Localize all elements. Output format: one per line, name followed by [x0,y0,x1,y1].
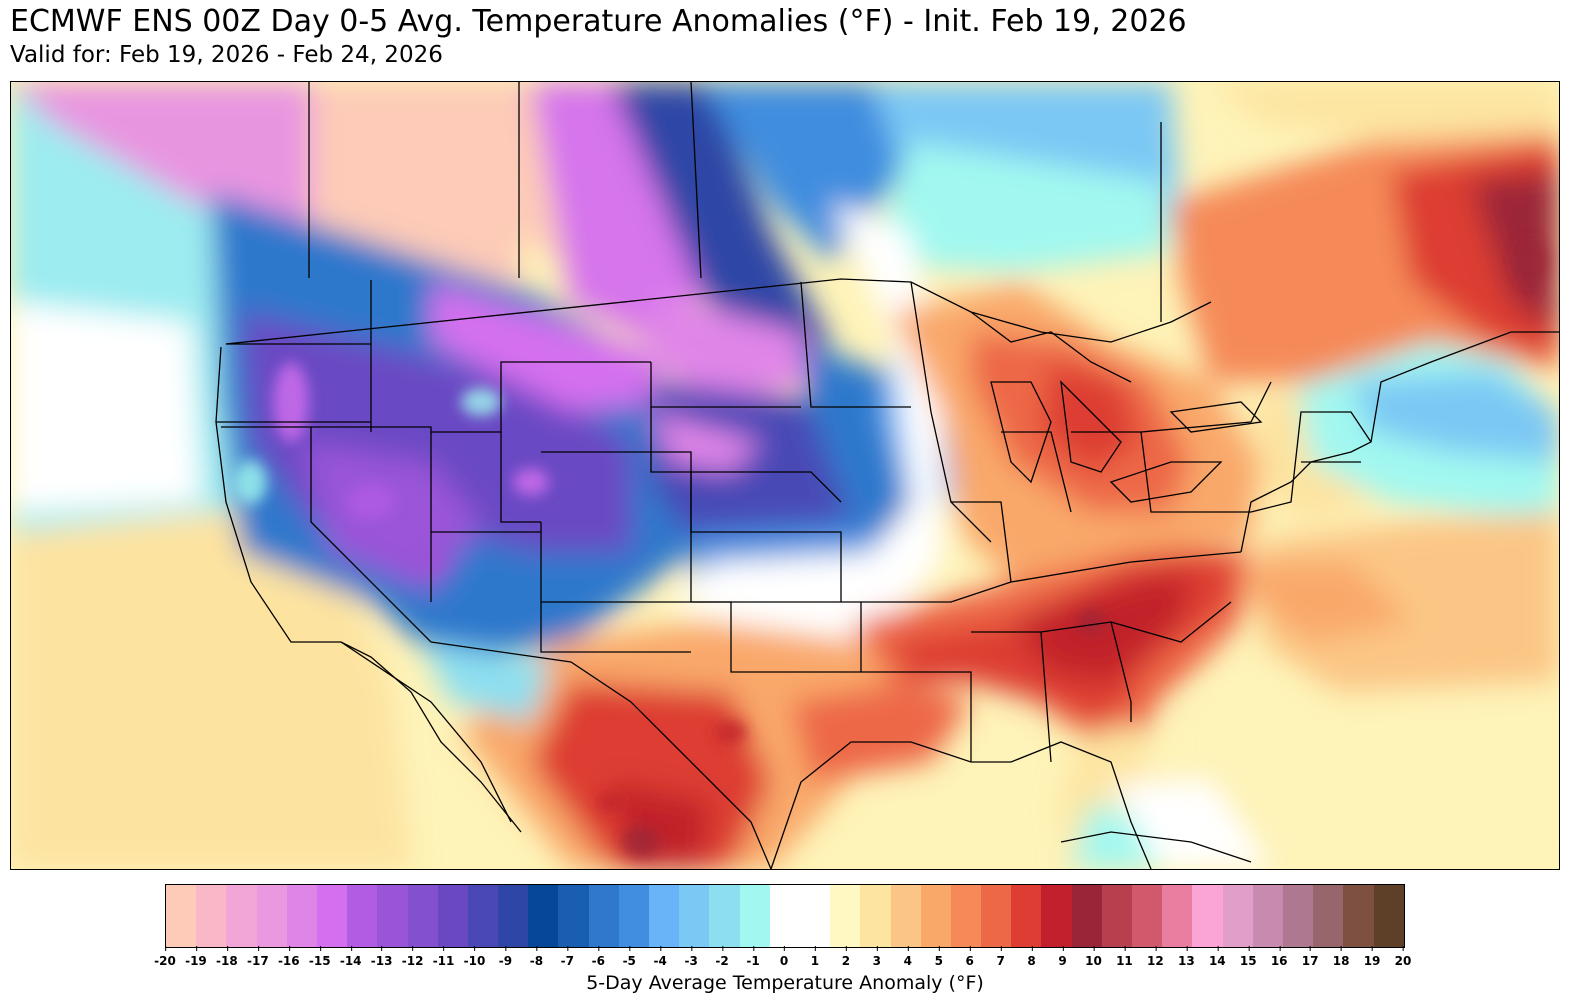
colorbar-tick-label: -2 [715,946,729,968]
colorbar-swatch [890,885,921,947]
colorbar-tick-label: -20 [154,946,176,968]
anomaly-map [10,81,1560,870]
colorbar-swatch [1162,885,1193,947]
colorbar-swatch [739,885,770,947]
colorbar-tick-label: 3 [873,946,881,968]
colorbar-swatch [1041,885,1072,947]
colorbar-swatch [226,885,257,947]
colorbar-swatch [981,885,1012,947]
colorbar-tick-label: 9 [1058,946,1067,968]
colorbar-tick-label: -8 [530,946,543,968]
colorbar-swatch [950,885,982,947]
colorbar-tick-label: -12 [402,946,423,968]
colorbar-tick-label: -11 [433,946,454,968]
colorbar-swatch [588,885,619,947]
colorbar-swatch [1011,885,1042,947]
colorbar-label: 5-Day Average Temperature Anomaly (°F) [586,972,984,994]
colorbar-swatch [769,885,800,947]
colorbar-ticks: -20 -19 -18 -17 -16 -15 -14 -13 -12 -11 -10 -9 -8 -7-… [154,946,1411,970]
colorbar-swatch [377,885,408,947]
colorbar-tick-label: -14 [340,946,362,968]
colorbar-swatch [1252,885,1283,947]
colorbar-tick-label: -17 [247,946,269,968]
colorbar-tick-label: -13 [371,946,392,968]
colorbar-tick-label: 10 [1085,946,1102,968]
colorbar-tick-label: -4 [654,946,667,968]
colorbar-tick-label: 16 [1271,946,1288,968]
colorbar-swatch [860,885,891,947]
colorbar-tick-label: -16 [278,946,300,968]
colorbar-swatch [1132,885,1163,947]
colorbar-swatch [799,885,831,947]
colorbar [165,884,1405,948]
anomaly-fill [11,82,1559,869]
colorbar-tick-label: 11 [1116,946,1133,968]
colorbar-swatch [558,885,589,947]
colorbar-tick-label: -6 [592,946,605,968]
colorbar-swatch [1282,885,1314,947]
colorbar-swatch [437,885,468,947]
colorbar-swatch [316,885,348,947]
valid-period: Valid for: Feb 19, 2026 - Feb 24, 2026 [10,42,443,68]
colorbar-swatch [286,885,317,947]
colorbar-swatch [1343,885,1374,947]
colorbar-tick-label: 17 [1302,946,1318,968]
colorbar-swatch [649,885,680,947]
colorbar-tick-label: -9 [499,946,512,968]
colorbar-swatch [256,885,287,947]
colorbar-tick-label: 15 [1240,946,1257,968]
colorbar-tick-label: -3 [684,946,698,968]
colorbar-tick-label: -7 [561,946,574,968]
colorbar-tick-label: 5 [935,946,943,968]
colorbar-tick-label: -5 [623,946,636,968]
colorbar-swatch [920,885,951,947]
colorbar-swatch [1222,885,1253,947]
colorbar-swatch [347,885,378,947]
colorbar-swatch [1101,885,1132,947]
colorbar-tick-label: -18 [216,946,238,968]
state-boundaries [215,82,1559,869]
colorbar-swatch [498,885,529,947]
colorbar-swatch [1192,885,1223,947]
colorbar-tick-label: 14 [1209,946,1226,968]
colorbar-tick-label: -15 [309,946,331,968]
colorbar-tick-label: 20 [1395,946,1411,968]
colorbar-tick-label: 13 [1178,946,1195,968]
colorbar-tick-label: -1 [746,946,760,968]
colorbar-tick-label: 4 [904,946,912,968]
map-title: ECMWF ENS 00Z Day 0-5 Avg. Temperature A… [10,4,1187,39]
colorbar-swatch [467,885,499,947]
colorbar-swatch [528,885,559,947]
colorbar-swatch [679,885,710,947]
map-canvas [11,82,1559,869]
colorbar-swatch [1071,885,1102,947]
colorbar-tick-label: -19 [185,946,207,968]
colorbar-tick-label: 2 [842,946,850,968]
colorbar-tick-label: 7 [996,946,1005,968]
colorbar-swatch [1373,885,1404,947]
colorbar-tick-label: 8 [1027,946,1036,968]
colorbar-swatch [166,885,197,947]
colorbar-tick-label: 1 [811,946,819,968]
colorbar-swatch [618,885,649,947]
colorbar-tick-label: 6 [966,946,974,968]
colorbar-tick-label: 18 [1333,946,1349,968]
colorbar-swatch [407,885,438,947]
colorbar-tick-label: 12 [1147,946,1164,968]
colorbar-tick-label: -10 [464,946,485,968]
colorbar-tick-label: 0 [780,946,788,968]
colorbar-swatch [1313,885,1344,947]
colorbar-swatch [830,885,861,947]
colorbar-swatch [196,885,227,947]
colorbar-swatch [709,885,740,947]
colorbar-tick-label: 19 [1364,946,1380,968]
